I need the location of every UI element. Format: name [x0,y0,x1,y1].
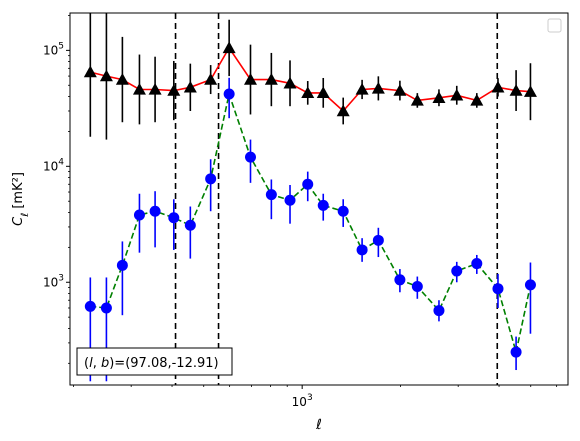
data-point-triangle [393,84,407,96]
data-point-triangle [371,81,385,94]
data-point-triangle [316,86,330,99]
axes-frame [69,12,569,386]
data-point-triangle [355,82,369,95]
data-point-triangle [410,93,424,106]
legend [547,18,562,33]
x-tick-label-exponent: 3 [307,393,313,403]
data-point-triangle [509,84,523,96]
data-point-circle [100,302,112,314]
annotation-b: b [101,356,109,371]
legend-box [547,18,562,33]
x-tick-label-base: 10 [292,395,307,409]
y-axis-label: Cℓ [mK²] [11,172,31,226]
data-point-triangle [243,73,257,85]
data-point-circle [471,258,483,270]
data-point-triangle [222,41,236,54]
data-point-circle [116,259,128,271]
data-point-circle [223,88,235,100]
series-1 [83,13,537,140]
data-point-triangle [336,104,350,117]
data-point-circle [133,209,145,221]
chart-marks [83,13,537,385]
data-point-triangle [99,69,113,82]
series-line [90,91,532,353]
y-tick-label-base: 10 [43,159,58,173]
data-point-circle [244,151,256,163]
clipped-marks [83,13,537,385]
data-point-circle [84,300,96,312]
annotation-frame [76,347,233,376]
data-point-triangle [264,73,278,85]
data-point-triangle [132,82,146,95]
data-point-circle [356,244,368,256]
data-point-circle [337,205,349,217]
y-label-subscript: ℓ [20,213,31,217]
y-tick-label-base: 10 [43,43,58,57]
data-point-triangle [491,80,505,93]
data-point-circle [317,199,329,211]
annotation-values: )=(97.08,-12.91) [109,356,218,371]
data-point-circle [524,279,536,291]
y-tick-label: 103 [43,273,64,289]
data-point-triangle [432,91,446,103]
data-point-triangle [183,80,197,93]
data-point-circle [394,274,406,286]
data-point-circle [149,205,161,217]
annotation-l: l [89,356,93,371]
data-point-circle [184,219,196,231]
y-tick-label-exponent: 3 [58,273,64,283]
y-tick-label-base: 10 [43,275,58,289]
data-point-circle [284,194,296,206]
data-point-triangle [115,73,129,85]
y-tick-label-exponent: 4 [58,157,64,167]
data-point-circle [372,234,384,246]
data-point-triangle [450,88,464,101]
data-point-triangle [523,85,537,97]
data-point-triangle [83,65,97,78]
series-2 [84,77,536,382]
annotation-box: (l, b)=(97.08,-12.91) [76,347,233,376]
data-point-triangle [148,82,162,95]
annotation-comma: , [93,356,101,371]
data-point-circle [265,189,277,201]
data-point-circle [433,305,445,317]
y-label-symbol: C [11,216,26,226]
data-point-circle [168,212,180,224]
data-point-triangle [301,86,315,99]
x-axis-label: ℓ [315,417,322,433]
y-tick-label-exponent: 5 [58,41,64,51]
series-line [90,46,531,113]
data-point-circle [492,283,504,295]
data-point-circle [205,173,217,185]
annotation-text: (l, b)=(97.08,-12.91) [84,356,219,371]
data-point-circle [451,265,463,277]
data-point-triangle [204,73,218,85]
data-point-circle [411,280,423,292]
y-tick-label: 104 [43,157,64,173]
data-point-circle [302,178,314,190]
y-label-units: [mK²] [11,172,26,209]
y-tick-label: 105 [43,41,64,57]
data-point-circle [510,346,522,358]
annotation-paren: ( [84,356,89,371]
data-point-triangle [283,76,297,89]
data-point-triangle [470,93,484,106]
x-tick-label: 103 [292,393,313,409]
data-point-triangle [167,84,181,96]
